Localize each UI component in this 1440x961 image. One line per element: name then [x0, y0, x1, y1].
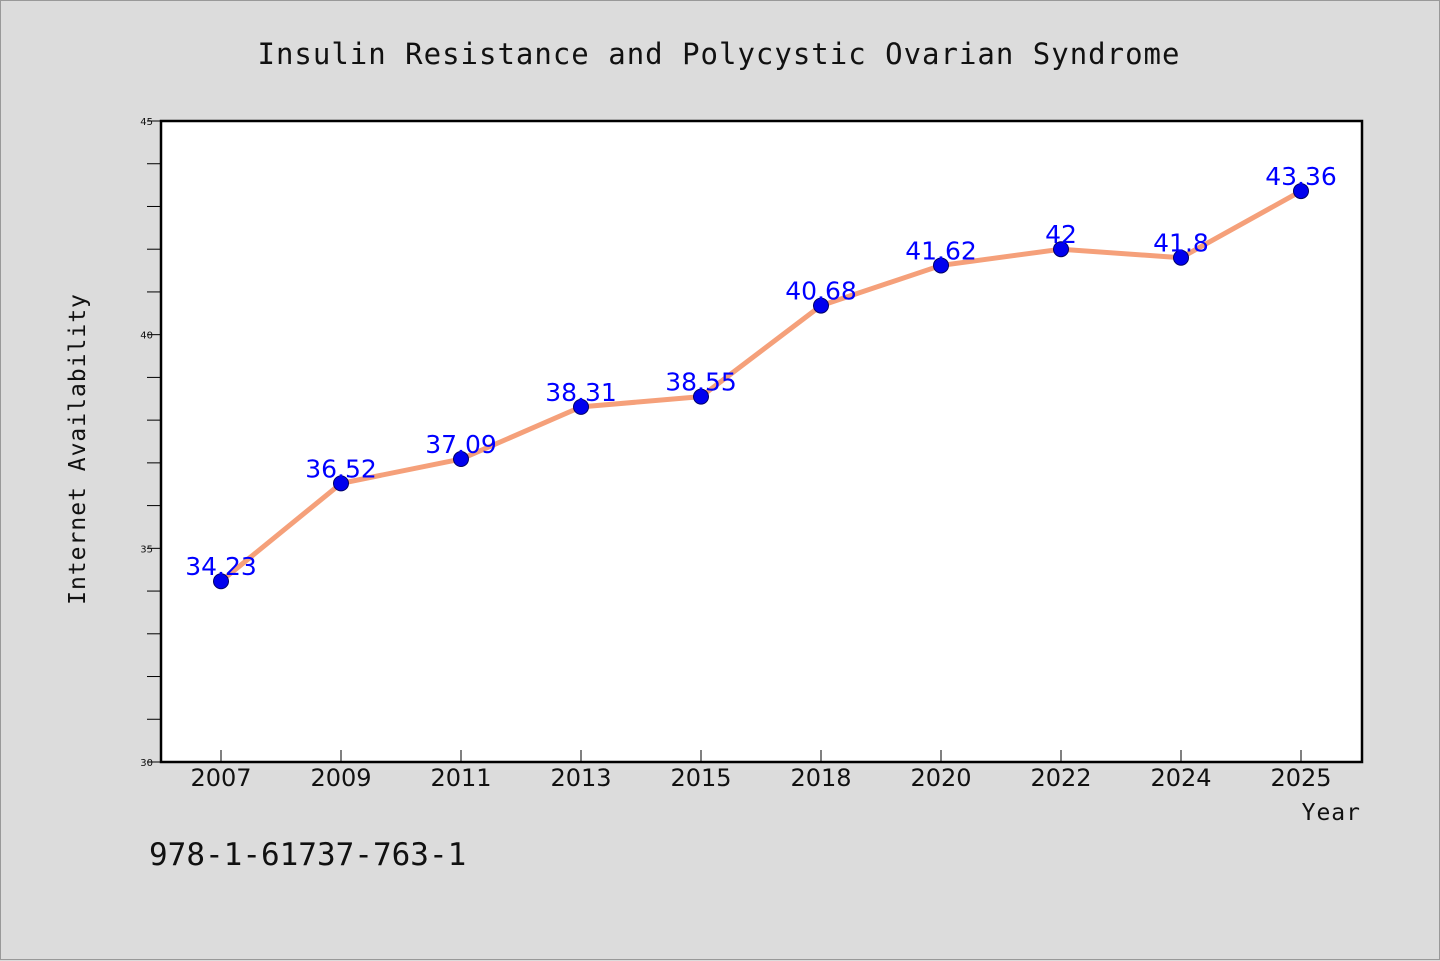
data-label: 38.55	[665, 368, 737, 397]
y-axis-title: Internet Availability	[65, 293, 91, 605]
y-tick-label: 35	[140, 544, 153, 555]
data-label: 41.8	[1153, 229, 1209, 258]
x-tick-label: 2013	[550, 764, 611, 792]
chart-title: Insulin Resistance and Polycystic Ovaria…	[258, 37, 1181, 71]
plot-border	[159, 119, 1364, 764]
data-point	[1173, 249, 1189, 266]
data-markers	[213, 183, 1309, 590]
data-point	[333, 475, 349, 492]
x-tick-label: 2018	[790, 764, 851, 792]
x-tick-label: 2011	[430, 764, 491, 792]
y-tick-label: 45	[140, 117, 153, 128]
data-labels: 34.23 36.52 37.09 38.31 38.55 40.68 41.62 42 41.…	[185, 162, 1337, 581]
data-label: 41.62	[905, 236, 977, 265]
data-label: 36.52	[305, 454, 377, 483]
data-label: 37.09	[425, 430, 497, 459]
data-point	[693, 388, 709, 405]
data-point	[453, 451, 469, 468]
data-label: 40.68	[785, 277, 857, 306]
footer-code: 978-1-61737-763-1	[149, 837, 466, 873]
x-axis-title: Year	[1302, 800, 1361, 826]
data-point	[813, 297, 829, 314]
x-tick-label: 2020	[910, 764, 971, 792]
data-point	[573, 398, 589, 415]
x-tick-label: 2025	[1270, 764, 1331, 792]
x-tick-label: 2015	[670, 764, 731, 792]
data-point	[1293, 183, 1309, 200]
x-tick-label: 2007	[190, 764, 251, 792]
y-tick-label: 40	[140, 331, 153, 342]
data-label: 38.31	[545, 378, 617, 407]
y-tick-label: 30	[140, 758, 153, 769]
data-point	[1053, 241, 1069, 258]
y-axis-ticks: 30 35 40 45	[140, 117, 161, 769]
data-label: 43.36	[1265, 162, 1337, 191]
plot-area	[161, 121, 1362, 762]
data-point	[213, 573, 229, 590]
series-line-group	[218, 188, 1304, 584]
data-label: 42	[1045, 220, 1077, 249]
x-tick-label: 2022	[1030, 764, 1091, 792]
series-line	[218, 188, 1304, 584]
x-axis-ticks: 2007 2009 2011 2013 2015 2018 2020 2022 2024 2025	[190, 750, 1332, 792]
data-point	[933, 257, 949, 274]
data-label: 34.23	[185, 552, 257, 581]
x-tick-label: 2009	[310, 764, 371, 792]
x-tick-label: 2024	[1150, 764, 1211, 792]
